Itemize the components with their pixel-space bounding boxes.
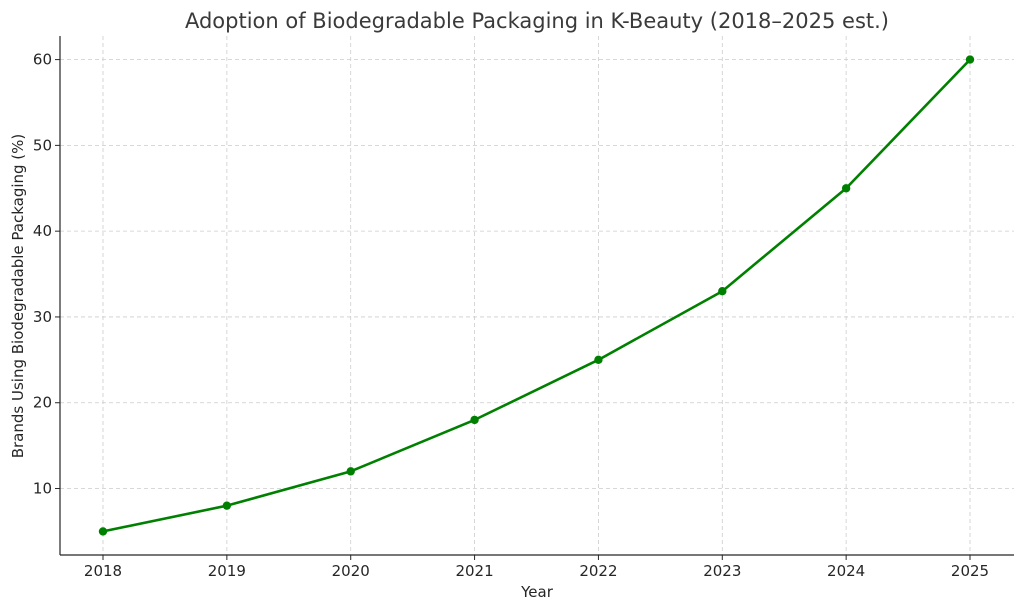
x-axis-label: Year bbox=[520, 583, 554, 601]
y-tick-label: 20 bbox=[33, 394, 52, 412]
data-point bbox=[965, 55, 975, 64]
x-tick-label: 2022 bbox=[579, 562, 617, 580]
x-tick-label: 2019 bbox=[208, 562, 246, 580]
x-tick-label: 2024 bbox=[827, 562, 865, 580]
data-point bbox=[98, 527, 108, 536]
data-point bbox=[594, 355, 603, 365]
y-tick-label: 60 bbox=[33, 51, 52, 69]
x-tick-label: 2018 bbox=[84, 562, 122, 580]
series-layer bbox=[98, 55, 975, 536]
axes: 2018 2019 2020 2021 2022 2023 2024 2025 10 20 30 40… bbox=[33, 36, 1014, 580]
y-tick-label: 30 bbox=[33, 308, 52, 326]
y-tick-label: 50 bbox=[33, 136, 52, 154]
data-point bbox=[470, 415, 479, 425]
data-point bbox=[222, 501, 232, 510]
y-tick-label: 40 bbox=[33, 222, 52, 240]
y-tick-label: 10 bbox=[33, 480, 52, 498]
x-tick-label: 2020 bbox=[332, 562, 370, 580]
x-tick-label: 2023 bbox=[703, 562, 741, 580]
x-tick-label: 2021 bbox=[455, 562, 493, 580]
data-point bbox=[718, 287, 727, 296]
data-point bbox=[841, 184, 851, 193]
series-line bbox=[102, 58, 971, 533]
y-axis-label: Brands Using Biodegradable Packaging (%) bbox=[9, 134, 27, 459]
grid bbox=[60, 36, 1014, 555]
chart-title: Adoption of Biodegradable Packaging in K… bbox=[185, 9, 889, 33]
x-tick-label: 2025 bbox=[951, 562, 989, 580]
data-point bbox=[346, 467, 355, 476]
